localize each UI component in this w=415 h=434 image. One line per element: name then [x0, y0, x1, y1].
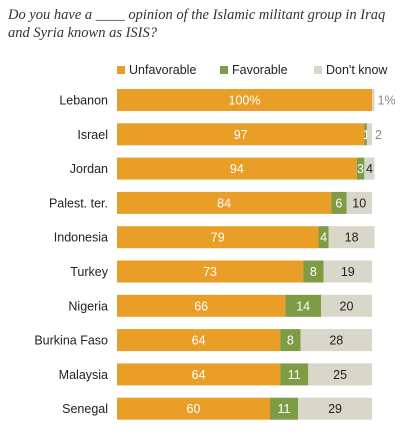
bar-favorable [331, 191, 347, 214]
category-label: Jordan [70, 162, 108, 176]
bar-unfavorable [117, 329, 281, 352]
bar-dont-know [346, 191, 372, 214]
data-label-unfavorable: 97 [234, 128, 248, 142]
category-label: Malaysia [59, 368, 108, 382]
data-label-unfavorable: 79 [211, 231, 225, 245]
data-label-unfavorable: 94 [230, 162, 244, 176]
bar-row-lebanon: Lebanon 100% 1% [59, 89, 396, 111]
category-label: Indonesia [54, 231, 108, 245]
data-label-unfavorable: 64 [192, 368, 206, 382]
legend-item-favorable: Favorable [220, 63, 288, 77]
bar-unfavorable [117, 157, 357, 180]
chart-title: Do you have a ____ opinion of the Islami… [8, 7, 386, 41]
bar-favorable [318, 226, 329, 249]
legend-label-dont-know: Don't know [326, 63, 388, 77]
bar-favorable [303, 260, 324, 283]
data-label-favorable: 11 [288, 368, 301, 382]
bar-unfavorable [117, 294, 286, 317]
category-label: Senegal [62, 402, 108, 416]
bar-row-israel: Israel 97 1 2 [77, 123, 382, 146]
legend-label-unfavorable: Unfavorable [129, 63, 197, 77]
bar-unfavorable [117, 123, 365, 146]
bar-dont-know [366, 123, 372, 146]
bar-unfavorable [117, 363, 281, 386]
data-label-unfavorable: 66 [194, 299, 208, 313]
bar-row-nigeria: Nigeria 66 14 20 [68, 294, 372, 317]
bar-dont-know [300, 329, 372, 352]
bar-dont-know [321, 294, 372, 317]
bar-row-jordan: Jordan 94 3 4 [70, 157, 375, 180]
data-label-favorable: 4 [320, 231, 327, 245]
data-label-unfavorable: 100% [229, 94, 261, 108]
legend-item-dont-know: Don't know [314, 63, 387, 77]
bar-unfavorable [117, 260, 304, 283]
bar-dont-know [308, 363, 372, 386]
bar-row-turkey: Turkey 73 8 19 [70, 260, 372, 283]
data-label-favorable: 14 [296, 299, 310, 313]
bar-dont-know [372, 89, 375, 111]
data-label-favorable: 8 [310, 265, 317, 279]
bar-favorable [285, 294, 321, 317]
data-label-favorable: 3 [357, 162, 364, 176]
bar-row-malaysia: Malaysia 64 11 25 [59, 363, 372, 386]
bar-dont-know [328, 226, 375, 249]
data-label-dont-know: 4 [366, 162, 373, 176]
legend-item-unfavorable: Unfavorable [117, 63, 196, 77]
data-label-dont-know: 18 [345, 231, 359, 245]
category-label: Lebanon [59, 94, 108, 108]
data-label-favorable: 11 [278, 402, 291, 416]
legend-swatch-favorable [220, 66, 228, 74]
data-label-dont-know: 28 [329, 334, 343, 348]
data-label-unfavorable: 73 [203, 265, 217, 279]
bar-favorable [356, 157, 365, 180]
data-label-unfavorable: 64 [192, 334, 206, 348]
bar-row-senegal: Senegal 60 11 29 [62, 397, 372, 420]
data-label-dont-know: 1% [378, 94, 396, 108]
data-label-unfavorable: 60 [187, 402, 201, 416]
data-label-favorable: 8 [287, 334, 294, 348]
bar-dont-know [364, 157, 375, 180]
data-label-dont-know: 25 [333, 368, 347, 382]
bar-dont-know [298, 397, 372, 420]
bar-unfavorable [117, 89, 372, 111]
data-label-dont-know: 20 [340, 299, 354, 313]
data-label-unfavorable: 84 [217, 196, 231, 210]
bar-dont-know [323, 260, 372, 283]
data-label-dont-know: 10 [352, 196, 366, 210]
bar-favorable [270, 397, 299, 420]
bar-row-burkina-faso: Burkina Faso 64 8 28 [34, 329, 372, 352]
data-label-dont-know: 19 [341, 265, 355, 279]
bar-unfavorable [117, 226, 319, 249]
category-label: Turkey [70, 265, 108, 279]
bar-row-indonesia: Indonesia 79 4 18 [54, 226, 375, 249]
legend-swatch-dont-know [314, 66, 322, 74]
data-label-favorable: 1 [363, 128, 370, 142]
legend-swatch-unfavorable [117, 66, 125, 74]
data-label-dont-know: 2 [375, 128, 382, 142]
legend-label-favorable: Favorable [232, 63, 288, 77]
category-label: Palest. ter. [49, 196, 108, 210]
data-label-favorable: 6 [335, 196, 342, 210]
bar-row-palest-ter: Palest. ter. 84 6 10 [49, 191, 372, 214]
bar-unfavorable [117, 397, 270, 420]
category-label: Israel [77, 128, 108, 142]
category-label: Nigeria [68, 299, 108, 313]
bar-favorable [364, 123, 367, 146]
bar-favorable [280, 329, 301, 352]
category-label: Burkina Faso [34, 334, 108, 348]
bar-favorable [280, 363, 309, 386]
data-label-dont-know: 29 [328, 402, 342, 416]
bar-unfavorable [117, 191, 332, 214]
